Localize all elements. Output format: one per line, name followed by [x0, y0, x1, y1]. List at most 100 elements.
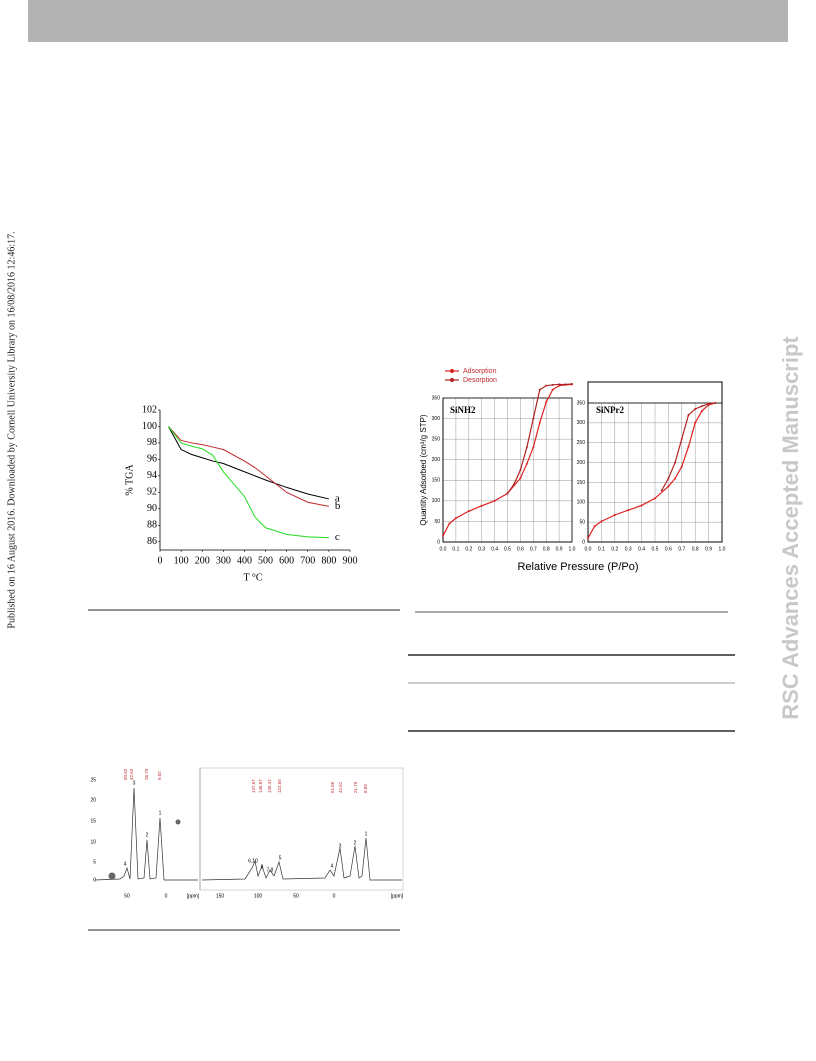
- series-line: [507, 383, 573, 494]
- point: [640, 504, 643, 507]
- y-tick-label: 200: [577, 460, 586, 466]
- point: [667, 485, 670, 488]
- series-label: a: [335, 492, 340, 504]
- shift-label: 26.79: [144, 768, 149, 780]
- point: [545, 401, 548, 404]
- point: [687, 413, 690, 416]
- y-tick-label: 50: [579, 519, 585, 525]
- y-tick-label: 0: [582, 539, 585, 545]
- y-tick-label: 250: [432, 436, 441, 442]
- y-tick-label: 20: [90, 797, 96, 803]
- point: [600, 520, 603, 523]
- shift-label: 135.47: [267, 779, 272, 793]
- series-line: [168, 426, 330, 500]
- y-tick-label: 92: [147, 487, 157, 498]
- shift-label: 148.67: [258, 779, 263, 793]
- x-tick-label: 200: [195, 555, 210, 566]
- y-tick-label: 100: [142, 421, 157, 432]
- x-tick-label: 0.7: [678, 546, 685, 552]
- point: [538, 388, 541, 391]
- point: [687, 445, 690, 448]
- y-axis-label: Quantity Adsorbed (cm³/g STP): [419, 414, 428, 525]
- point: [519, 477, 522, 480]
- x-tick-label: 0.9: [705, 546, 712, 552]
- peak-label: 4: [124, 861, 127, 867]
- x-tick-label: 400: [237, 555, 252, 566]
- y-tick-label: 50: [434, 519, 440, 525]
- x-tick-label: 0.0: [585, 546, 592, 552]
- point: [667, 477, 670, 480]
- point: [564, 383, 567, 386]
- x-tick-label: 600: [279, 555, 294, 566]
- point: [442, 534, 444, 537]
- point: [674, 477, 677, 480]
- point: [448, 522, 451, 525]
- y-tick-label: 350: [432, 395, 441, 401]
- point: [680, 465, 683, 468]
- y-tick-label: 15: [90, 818, 96, 824]
- point: [525, 446, 528, 449]
- legend-label: Desorption: [463, 377, 497, 384]
- spectrum: [201, 837, 402, 881]
- peak-label: 1: [365, 831, 368, 837]
- point: [627, 509, 630, 512]
- point: [593, 525, 596, 528]
- point: [558, 383, 561, 386]
- watermark: RSC Advances Accepted Manuscript: [778, 336, 803, 720]
- chart: 0 50 100 150 200 250 300 350 0.0 0.1 0.2 0.3 0.4 0.5 0…: [577, 400, 726, 552]
- x-tick-label: 1.0: [719, 546, 726, 552]
- point: [613, 513, 616, 516]
- y-axis-label: % TGA: [124, 464, 135, 496]
- panel-title: SiNH2: [450, 405, 476, 415]
- point: [654, 497, 656, 500]
- x-tick-label: 0.4: [491, 546, 498, 552]
- x-tick-label: 800: [321, 555, 336, 566]
- point: [506, 492, 509, 495]
- x-tick-label: 0.6: [665, 546, 672, 552]
- y-tick-label: 150: [432, 478, 441, 484]
- x-tick-label: [ppm]: [391, 893, 404, 899]
- point: [680, 437, 683, 440]
- shift-label: 137.67: [251, 779, 256, 793]
- x-tick-label: 0.2: [465, 546, 472, 552]
- legend-marker: [450, 378, 454, 382]
- series-label: c: [335, 531, 340, 543]
- x-tick-label: 100: [254, 893, 263, 899]
- y-tick-label: 94: [147, 470, 157, 481]
- peak-label: 6,10: [248, 858, 258, 864]
- x-tick-label: 0.8: [543, 546, 550, 552]
- x-tick-label: 0.5: [504, 546, 511, 552]
- x-tick-label: 0.8: [692, 546, 699, 552]
- legend-marker: [450, 369, 454, 373]
- x-tick-label: 0.7: [530, 546, 537, 552]
- point: [493, 499, 496, 502]
- point: [512, 483, 515, 486]
- chart: 102 100 98 96 94 92 90 88 860 100 200 300 400 500 600 7…: [124, 404, 357, 583]
- x-tick-label: 0.9: [556, 546, 563, 552]
- y-tick-label: 102: [142, 404, 157, 415]
- peak-label: 7,9: [267, 867, 274, 873]
- y-tick-label: 25: [90, 777, 96, 783]
- y-tick-label: 0: [437, 539, 440, 545]
- x-tick-label: 0.1: [598, 546, 605, 552]
- series-line: [168, 426, 329, 539]
- shift-label: 21.79: [353, 781, 358, 793]
- x-tick-label: 0.5: [652, 546, 659, 552]
- y-tick-label: 0: [93, 877, 96, 883]
- y-tick-label: 5: [93, 859, 96, 865]
- y-tick-label: 96: [147, 454, 157, 465]
- y-tick-label: 200: [432, 457, 441, 463]
- point: [674, 461, 677, 464]
- x-tick-label: 50: [293, 893, 299, 899]
- particle-icon: [108, 872, 116, 880]
- x-tick-label: 0.6: [517, 546, 524, 552]
- x-tick-label: 700: [300, 555, 315, 566]
- plot-frame: [587, 402, 723, 543]
- x-tick-label: 300: [216, 555, 231, 566]
- x-tick-label: 100: [174, 555, 189, 566]
- x-tick-label: 0.3: [625, 546, 632, 552]
- point: [467, 510, 470, 513]
- peak-label: 5: [279, 855, 282, 861]
- point: [532, 446, 535, 449]
